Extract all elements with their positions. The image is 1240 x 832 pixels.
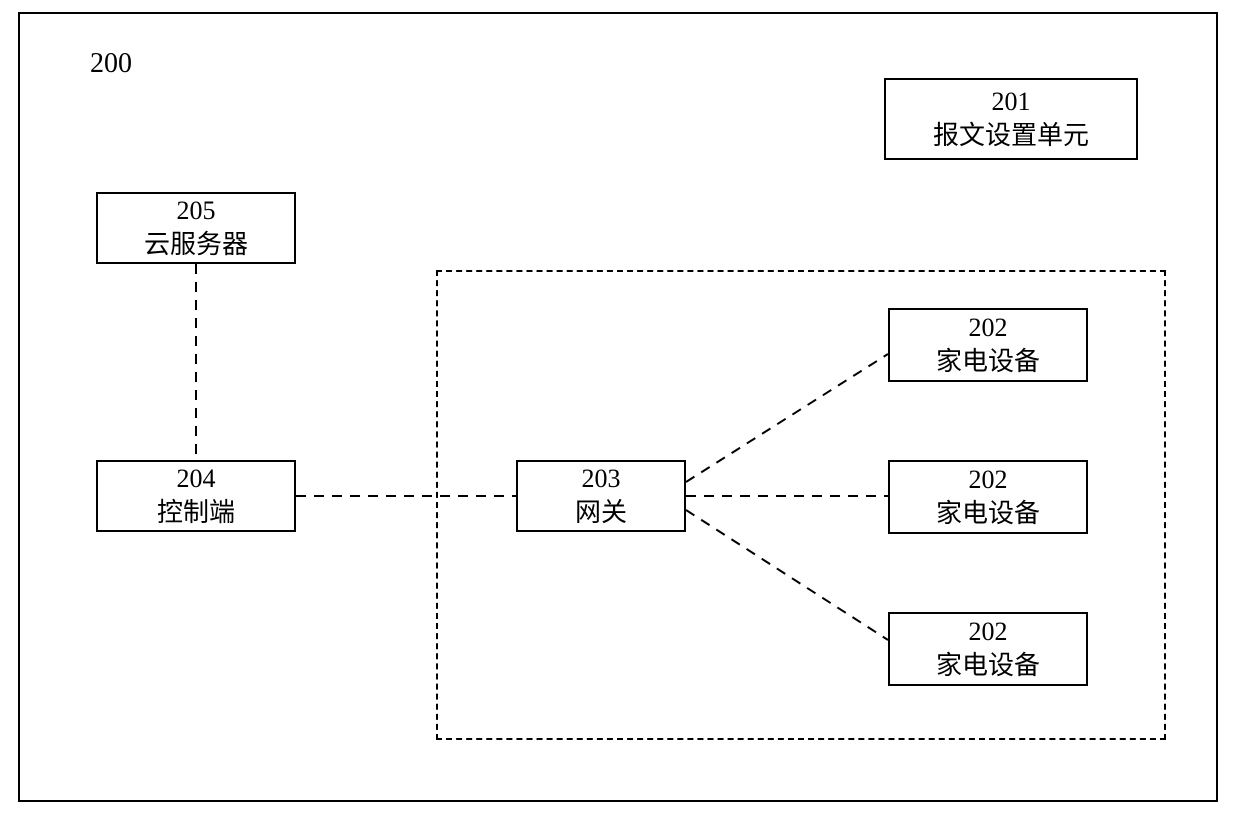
node-label: 家电设备: [936, 345, 1040, 379]
node-label: 云服务器: [144, 228, 248, 262]
node-id: 201: [992, 85, 1031, 119]
node-msg-unit: 201 报文设置单元: [884, 78, 1138, 160]
node-gateway: 203 网关: [516, 460, 686, 532]
node-label: 家电设备: [936, 649, 1040, 683]
node-controller: 204 控制端: [96, 460, 296, 532]
node-id: 202: [969, 311, 1008, 345]
diagram-id-label: 200: [90, 48, 132, 80]
node-label: 报文设置单元: [933, 119, 1089, 153]
node-id: 204: [177, 462, 216, 496]
node-label: 家电设备: [936, 497, 1040, 531]
node-id: 202: [969, 463, 1008, 497]
node-id: 205: [177, 194, 216, 228]
node-label: 网关: [575, 496, 627, 530]
node-label: 控制端: [157, 496, 235, 530]
node-cloud-server: 205 云服务器: [96, 192, 296, 264]
node-id: 203: [582, 462, 621, 496]
node-device-2: 202 家电设备: [888, 460, 1088, 534]
node-device-1: 202 家电设备: [888, 308, 1088, 382]
node-id: 202: [969, 615, 1008, 649]
node-device-3: 202 家电设备: [888, 612, 1088, 686]
